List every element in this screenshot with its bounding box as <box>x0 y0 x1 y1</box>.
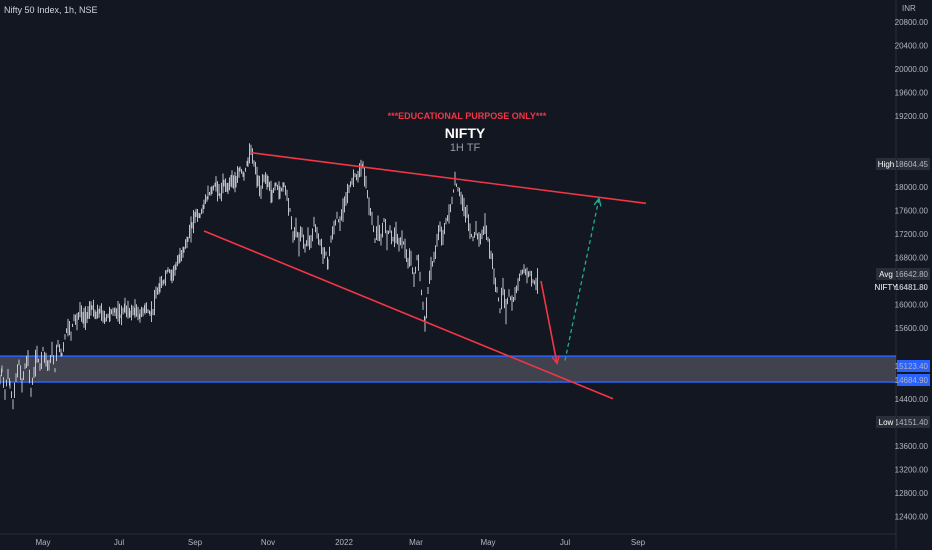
y-tick-label: 20000.00 <box>895 65 929 74</box>
y-tick-label: 19200.00 <box>895 112 929 121</box>
price-tag-box <box>897 281 930 293</box>
price-tag-name-box <box>876 268 896 280</box>
up-arrowhead <box>593 197 602 207</box>
y-tick-label: 18000.00 <box>895 183 929 192</box>
up-arrow-line <box>564 198 600 361</box>
symbol-title: Nifty 50 Index, 1h, NSE <box>4 5 98 15</box>
support-trendline <box>203 230 614 400</box>
price-tag-box <box>897 268 930 280</box>
down-arrowhead <box>551 355 560 366</box>
chart-subtitle: 1H TF <box>450 142 481 154</box>
price-tag-value: 14151.40 <box>895 418 929 427</box>
y-tick-label: 19600.00 <box>895 89 929 98</box>
price-tag-name: High <box>878 160 894 169</box>
y-tick-label: 20800.00 <box>895 18 929 27</box>
price-tag-name-box <box>876 281 896 293</box>
price-tag-name: Low <box>879 418 894 427</box>
x-tick-label: May <box>35 538 50 547</box>
x-tick-label: Jul <box>560 538 570 547</box>
price-tag-box <box>897 158 930 170</box>
x-tick-label: Jul <box>114 538 124 547</box>
currency-label: INR <box>902 4 916 13</box>
y-tick-label: 17600.00 <box>895 206 929 215</box>
y-tick-label: 16000.00 <box>895 301 929 310</box>
chart-title: NIFTY <box>445 125 486 141</box>
price-tag-box <box>897 360 930 372</box>
price-tag-value: 14684.90 <box>895 376 929 385</box>
price-tag-name: NIFTY <box>874 283 898 292</box>
x-tick-label: 2022 <box>335 538 353 547</box>
x-tick-label: Sep <box>631 538 646 547</box>
price-tag-name-box <box>876 158 896 170</box>
price-tag-box <box>897 374 930 386</box>
y-tick-label: 17200.00 <box>895 230 929 239</box>
price-tag-value: 18604.45 <box>895 160 929 169</box>
x-tick-label: Sep <box>188 538 203 547</box>
support-zone-box <box>0 356 896 382</box>
x-tick-label: Mar <box>409 538 423 547</box>
y-tick-label: 20400.00 <box>895 42 929 51</box>
x-tick-label: Nov <box>261 538 275 547</box>
y-tick-label: 14400.00 <box>895 395 929 404</box>
y-tick-label: 13600.00 <box>895 442 929 451</box>
price-tag-value: 15123.40 <box>895 362 929 371</box>
y-tick-label: 16800.00 <box>895 254 929 263</box>
price-tag-name: Avg <box>879 270 893 279</box>
y-tick-label: 13200.00 <box>895 465 929 474</box>
y-tick-label: 12800.00 <box>895 489 929 498</box>
y-tick-label: 12400.00 <box>895 513 929 522</box>
x-tick-label: May <box>480 538 495 547</box>
down-arrow-line <box>540 280 558 364</box>
price-tag-value: 16481.80 <box>895 283 929 292</box>
price-tag-value: 16642.80 <box>895 270 929 279</box>
disclaimer-text: ***EDUCATIONAL PURPOSE ONLY*** <box>388 111 547 121</box>
resistance-trendline <box>250 151 647 205</box>
price-tag-name-box <box>876 416 896 428</box>
y-tick-label: 15600.00 <box>895 324 929 333</box>
price-tag-box <box>897 416 930 428</box>
